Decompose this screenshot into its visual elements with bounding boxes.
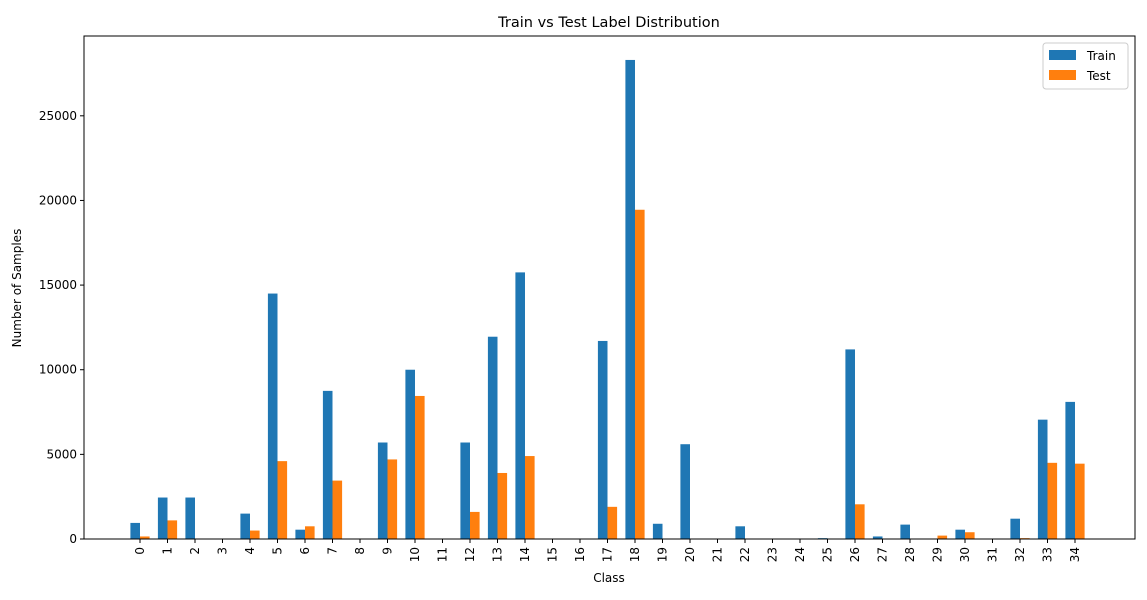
x-tick-label-9: 9 [381, 547, 395, 555]
x-tick-label-16: 16 [573, 547, 587, 562]
bar-train-4 [240, 513, 250, 539]
x-tick-label-22: 22 [738, 547, 752, 562]
bar-train-6 [295, 529, 305, 539]
bar-train-19 [652, 523, 663, 539]
y-tick-label-5000: 5000 [46, 447, 77, 461]
bar-train-7 [322, 390, 333, 539]
bar-train-18 [625, 59, 635, 539]
bar-train-17 [597, 340, 608, 539]
x-tick-label-0: 0 [133, 547, 147, 555]
bar-test-5 [277, 461, 288, 539]
x-tick-label-6: 6 [298, 547, 312, 555]
bar-test-4 [250, 530, 260, 539]
bar-train-32 [1010, 518, 1020, 539]
bar-train-14 [515, 272, 525, 539]
legend: Train Test [1042, 42, 1129, 90]
y-tick-label-15000: 15000 [39, 278, 77, 292]
bar-train-12 [460, 442, 470, 539]
bar-train-1 [157, 497, 168, 539]
bar-test-29 [937, 535, 948, 539]
bar-train-20 [680, 444, 690, 539]
x-tick-label-31: 31 [986, 547, 1000, 562]
x-tick-label-29: 29 [931, 547, 945, 562]
x-tick-label-13: 13 [491, 547, 505, 562]
x-tick-label-11: 11 [436, 547, 450, 562]
bar-test-13 [497, 472, 508, 539]
bar-train-26 [845, 349, 855, 539]
bar-test-34 [1075, 463, 1085, 539]
x-tick-label-4: 4 [243, 547, 257, 555]
bar-test-26 [855, 504, 865, 539]
y-tick-label-10000: 10000 [39, 363, 77, 377]
legend-label-test: Test [1086, 69, 1111, 83]
x-axis-label: Class [593, 571, 625, 585]
bar-test-17 [607, 506, 618, 539]
y-tick-label-20000: 20000 [39, 193, 77, 207]
x-tick-label-18: 18 [628, 547, 642, 562]
bar-test-30 [965, 532, 975, 539]
bar-train-30 [955, 529, 965, 539]
x-tick-label-15: 15 [546, 547, 560, 562]
x-tick-label-7: 7 [326, 547, 340, 555]
x-tick-label-21: 21 [711, 547, 725, 562]
x-tick-label-10: 10 [408, 547, 422, 562]
bar-train-2 [185, 497, 195, 539]
bar-train-9 [377, 442, 388, 539]
x-tick-label-28: 28 [903, 547, 917, 562]
bar-train-33 [1037, 419, 1048, 539]
x-tick-label-27: 27 [876, 547, 890, 562]
bar-test-1 [167, 520, 178, 539]
legend-swatch-test [1049, 70, 1076, 80]
bar-train-5 [267, 293, 278, 539]
x-tick-label-23: 23 [766, 547, 780, 562]
bar-train-0 [130, 522, 140, 539]
plot-frame [83, 35, 1136, 540]
bar-test-10 [415, 395, 425, 539]
bar-train-22 [735, 526, 745, 539]
x-tick-label-17: 17 [601, 547, 615, 562]
y-tick-label-25000: 25000 [39, 109, 77, 123]
legend-swatch-train [1049, 50, 1076, 60]
bar-test-7 [332, 480, 343, 539]
x-tick-label-32: 32 [1013, 547, 1027, 562]
bar-train-10 [405, 369, 415, 539]
bar-train-34 [1065, 401, 1075, 539]
x-tick-label-8: 8 [353, 547, 367, 555]
x-tick-label-34: 34 [1068, 547, 1082, 562]
bar-test-33 [1047, 462, 1058, 539]
bar-train-27 [872, 536, 883, 539]
x-tick-label-3: 3 [216, 547, 230, 555]
bar-test-0 [140, 536, 150, 539]
chart-title: Train vs Test Label Distribution [497, 15, 720, 31]
bar-test-14 [525, 456, 535, 539]
bar-train-28 [900, 524, 910, 539]
bar-test-6 [305, 526, 315, 539]
x-tick-label-19: 19 [656, 547, 670, 562]
x-tick-label-14: 14 [518, 547, 532, 562]
x-tick-label-24: 24 [793, 547, 807, 562]
y-tick-label-0: 0 [69, 532, 77, 546]
x-tick-label-1: 1 [161, 547, 175, 555]
x-tick-label-26: 26 [848, 547, 862, 562]
x-tick-label-2: 2 [188, 547, 202, 555]
x-tick-label-33: 33 [1041, 547, 1055, 562]
bar-train-13 [487, 336, 498, 539]
x-tick-label-5: 5 [271, 547, 285, 555]
y-axis-label: Number of Samples [10, 229, 24, 348]
x-tick-label-25: 25 [821, 547, 835, 562]
bar-test-9 [387, 459, 398, 539]
bar-test-18 [635, 209, 645, 539]
bar-test-12 [470, 511, 480, 539]
x-tick-label-12: 12 [463, 547, 477, 562]
x-tick-label-30: 30 [958, 547, 972, 562]
legend-label-train: Train [1086, 49, 1116, 63]
x-tick-label-20: 20 [683, 547, 697, 562]
